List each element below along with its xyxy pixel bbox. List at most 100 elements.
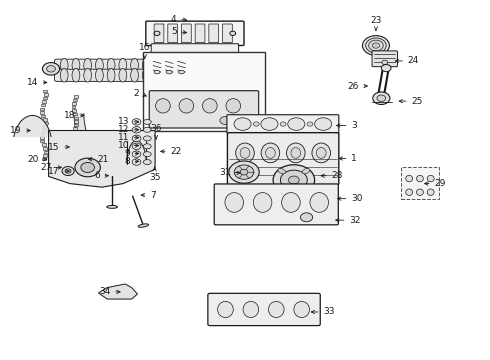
Ellipse shape: [144, 159, 151, 165]
Text: 7: 7: [150, 190, 155, 199]
Ellipse shape: [132, 119, 141, 125]
Ellipse shape: [236, 143, 254, 163]
FancyBboxPatch shape: [146, 21, 244, 45]
FancyBboxPatch shape: [54, 59, 164, 71]
Ellipse shape: [144, 144, 151, 149]
Ellipse shape: [310, 193, 329, 212]
Ellipse shape: [289, 176, 299, 184]
Ellipse shape: [243, 301, 259, 318]
Ellipse shape: [143, 68, 150, 82]
Ellipse shape: [226, 99, 241, 113]
Text: 8: 8: [124, 157, 130, 166]
Ellipse shape: [107, 58, 115, 72]
Ellipse shape: [154, 31, 160, 36]
Ellipse shape: [72, 68, 80, 82]
Bar: [74, 117, 78, 119]
Bar: [72, 131, 76, 134]
Text: 33: 33: [323, 307, 335, 316]
Text: 2: 2: [133, 89, 139, 98]
Text: 28: 28: [331, 171, 343, 180]
Bar: [74, 149, 78, 151]
Bar: [401, 167, 440, 199]
Bar: [41, 115, 45, 117]
Bar: [74, 120, 78, 123]
Text: 6: 6: [94, 171, 100, 180]
Ellipse shape: [62, 167, 74, 176]
FancyBboxPatch shape: [208, 293, 320, 325]
Bar: [43, 147, 47, 149]
Text: 23: 23: [370, 16, 382, 25]
Bar: [43, 118, 47, 121]
Ellipse shape: [368, 40, 383, 51]
FancyBboxPatch shape: [151, 44, 239, 53]
Ellipse shape: [381, 64, 391, 72]
Ellipse shape: [230, 31, 236, 36]
Bar: [43, 90, 47, 92]
Ellipse shape: [269, 301, 284, 318]
Ellipse shape: [278, 186, 286, 192]
Ellipse shape: [132, 135, 141, 141]
Ellipse shape: [273, 165, 315, 195]
Text: 15: 15: [49, 143, 60, 152]
Ellipse shape: [47, 66, 55, 72]
Text: 26: 26: [347, 82, 359, 91]
Ellipse shape: [154, 70, 160, 74]
Ellipse shape: [119, 68, 127, 82]
Ellipse shape: [282, 193, 300, 212]
Text: 22: 22: [170, 147, 181, 156]
Ellipse shape: [96, 58, 103, 72]
Bar: [72, 134, 75, 137]
Ellipse shape: [84, 68, 92, 82]
Bar: [73, 113, 76, 116]
Text: 35: 35: [149, 173, 160, 182]
Text: 34: 34: [99, 287, 111, 296]
Ellipse shape: [382, 60, 388, 64]
Ellipse shape: [427, 175, 434, 182]
Ellipse shape: [253, 122, 259, 126]
Ellipse shape: [261, 143, 280, 163]
Text: 14: 14: [27, 78, 38, 87]
Ellipse shape: [43, 63, 60, 75]
Ellipse shape: [266, 148, 275, 158]
Ellipse shape: [132, 151, 141, 157]
FancyBboxPatch shape: [54, 69, 164, 81]
Ellipse shape: [372, 43, 380, 48]
Ellipse shape: [280, 122, 286, 126]
Bar: [74, 152, 78, 155]
Text: 21: 21: [97, 155, 108, 164]
Bar: [72, 138, 76, 140]
FancyBboxPatch shape: [195, 24, 205, 42]
Ellipse shape: [96, 68, 103, 82]
Ellipse shape: [156, 99, 170, 113]
Bar: [41, 133, 45, 135]
Text: 30: 30: [351, 194, 363, 203]
Ellipse shape: [72, 58, 80, 72]
FancyBboxPatch shape: [372, 51, 397, 67]
Bar: [44, 97, 48, 99]
Ellipse shape: [261, 118, 278, 130]
Ellipse shape: [107, 68, 115, 82]
Bar: [43, 154, 47, 157]
Text: 36: 36: [150, 125, 162, 134]
Ellipse shape: [131, 58, 139, 72]
Text: 24: 24: [408, 57, 419, 66]
Ellipse shape: [278, 168, 286, 174]
Ellipse shape: [119, 58, 127, 72]
Ellipse shape: [294, 301, 310, 318]
Text: 25: 25: [411, 96, 422, 105]
Ellipse shape: [132, 143, 141, 149]
Ellipse shape: [132, 159, 141, 165]
Bar: [40, 108, 44, 110]
Ellipse shape: [307, 122, 313, 126]
FancyBboxPatch shape: [222, 24, 232, 42]
Ellipse shape: [178, 70, 184, 74]
Text: 3: 3: [351, 121, 357, 130]
Text: 20: 20: [27, 155, 38, 164]
Ellipse shape: [366, 38, 386, 53]
Text: 17: 17: [49, 167, 60, 176]
Ellipse shape: [75, 158, 100, 177]
Bar: [72, 102, 76, 105]
Ellipse shape: [202, 99, 217, 113]
Ellipse shape: [107, 206, 118, 208]
Ellipse shape: [373, 92, 390, 104]
